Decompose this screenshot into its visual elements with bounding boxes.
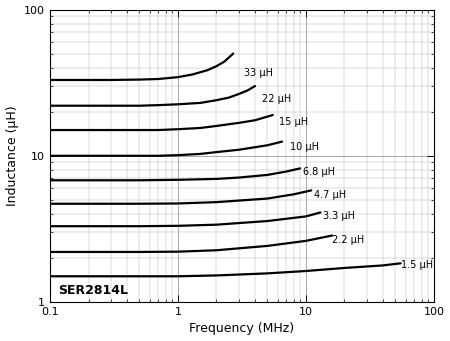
Text: 33 μH: 33 μH bbox=[244, 68, 273, 78]
Text: 3.3 μH: 3.3 μH bbox=[323, 211, 355, 221]
Text: 2.2 μH: 2.2 μH bbox=[332, 235, 365, 245]
Text: 6.8 μH: 6.8 μH bbox=[303, 166, 335, 177]
Text: 22 μH: 22 μH bbox=[261, 94, 291, 104]
Text: 4.7 μH: 4.7 μH bbox=[314, 190, 346, 200]
Y-axis label: Inductance (μH): Inductance (μH) bbox=[5, 105, 18, 206]
Text: 1.5 μH: 1.5 μH bbox=[400, 261, 433, 270]
Text: SER2814L: SER2814L bbox=[58, 284, 128, 297]
Text: 10 μH: 10 μH bbox=[290, 142, 319, 152]
Text: 15 μH: 15 μH bbox=[279, 117, 309, 127]
X-axis label: Frequency (MHz): Frequency (MHz) bbox=[189, 323, 294, 336]
